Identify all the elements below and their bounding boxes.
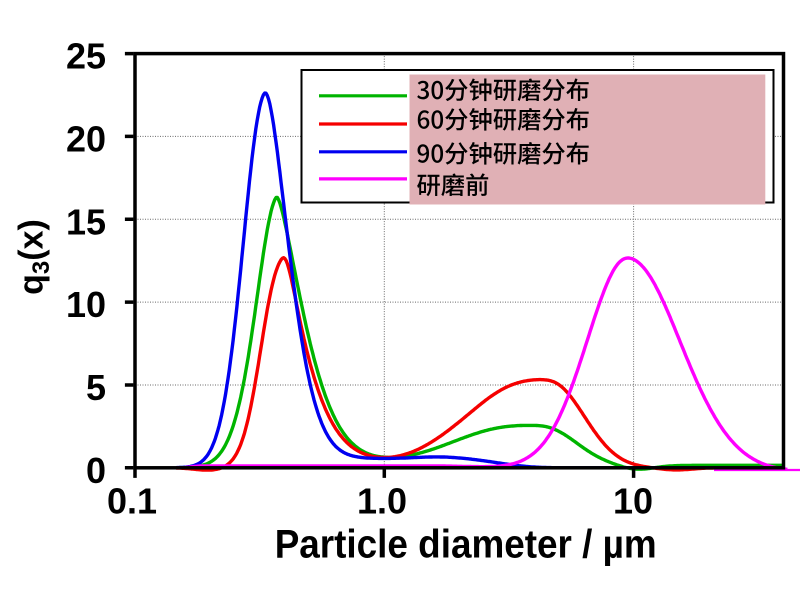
svg-text:25: 25 [66,36,106,77]
svg-text:0: 0 [86,450,106,491]
svg-text:0.1: 0.1 [107,481,157,522]
svg-text:20: 20 [66,119,106,160]
svg-text:10: 10 [613,481,653,522]
svg-text:q3(x): q3(x) [13,219,56,295]
svg-text:5: 5 [86,367,106,408]
svg-text:1.0: 1.0 [357,481,407,522]
svg-text:Particle diameter / µm: Particle diameter / µm [275,523,657,567]
svg-text:15: 15 [66,201,106,242]
svg-text:10: 10 [66,284,106,325]
